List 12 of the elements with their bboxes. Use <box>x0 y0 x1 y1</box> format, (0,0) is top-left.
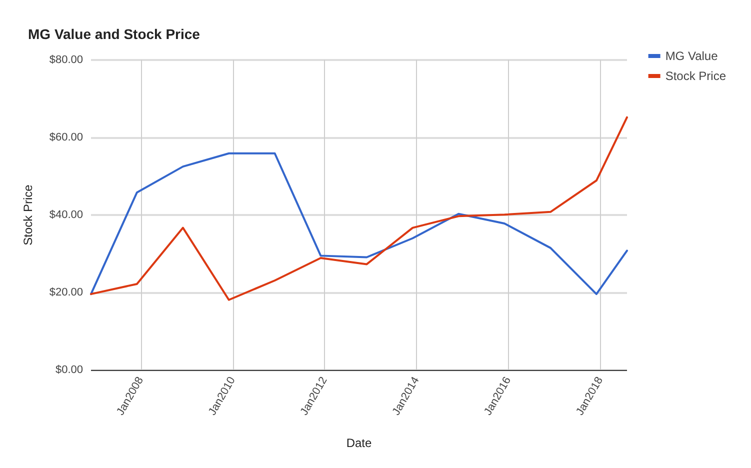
y-tick-label: $60.00 <box>49 132 83 144</box>
legend-label: Stock Price <box>665 69 726 83</box>
y-tick-label: $0.00 <box>55 364 83 376</box>
chart-title: MG Value and Stock Price <box>28 26 200 42</box>
y-tick-label: $80.00 <box>49 54 83 66</box>
line-series <box>90 152 628 296</box>
y-tick-label: $40.00 <box>49 209 83 221</box>
x-axis-title: Date <box>346 436 372 450</box>
y-axis-title: Stock Price <box>21 184 35 246</box>
y-tick-label: $20.00 <box>49 286 83 298</box>
legend-label: MG Value <box>665 49 718 63</box>
line-series <box>90 116 628 301</box>
